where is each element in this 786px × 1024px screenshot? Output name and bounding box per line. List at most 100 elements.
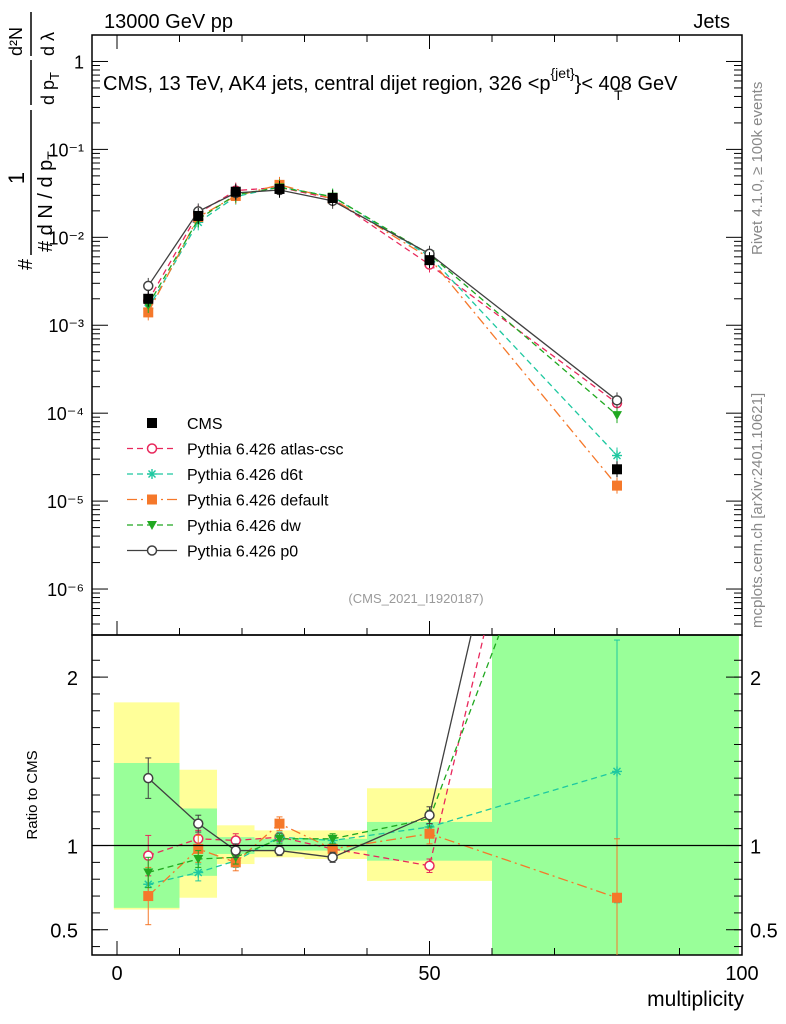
ratio-series-pythia-6-426-p0 (143, 635, 472, 863)
main-axis-ticks: 1 10⁻¹ 10⁻² 10⁻³ 10⁻⁴ 10⁻⁵ 10⁻⁶ (47, 34, 743, 636)
main-series-group (143, 176, 623, 494)
ratio-point-pythia-6-426-dw-3 (274, 834, 285, 844)
ratio-point-pythia-6-426-d6t-1 (193, 867, 204, 878)
point-cms-3 (274, 183, 285, 194)
ratio-ytick-label-right-0: 0.5 (750, 921, 778, 943)
point-cms-2 (230, 186, 241, 197)
analysis-watermark: (CMS_2021_I1920187) (348, 591, 483, 606)
legend-marker-pythia-6-426-dw (147, 521, 157, 530)
ratio-point-pythia-6-426-default-5 (424, 828, 435, 839)
chart-title-subscript: T (614, 87, 623, 103)
main-ytick-label-5: 10⁻⁵ (47, 492, 84, 512)
point-cms-5 (424, 255, 435, 266)
legend-item-pythia-6-426-default: Pythia 6.426 default (127, 493, 329, 510)
legend-label-pythia-6-426-p0: Pythia 6.426 p0 (187, 544, 298, 561)
point-pythia-6-426-p0-6 (611, 395, 623, 406)
ratio-point-pythia-6-426-p0-4 (327, 852, 338, 863)
series-pythia-6-426-dw (143, 179, 622, 424)
category-label: Jets (693, 11, 730, 33)
ratio-point-pythia-6-426-p0-2 (230, 845, 241, 856)
legend-item-pythia-6-426-p0: Pythia 6.426 p0 (127, 544, 298, 561)
rivet-version-label: Rivet 4.1.0, ≥ 100k events (749, 82, 766, 255)
legend-marker-pythia-6-426-p0 (146, 545, 158, 556)
point-cms-0 (143, 293, 154, 304)
ylabel-hash-2: # (0, 95, 4, 105)
ratio-point-pythia-6-426-p0-5 (424, 809, 435, 821)
energy-label: 13000 GeV pp (104, 11, 233, 33)
legend-marker-cms (147, 418, 157, 428)
legend-label-pythia-6-426-default: Pythia 6.426 default (187, 493, 329, 510)
ratio-ytick-label-0: 0.5 (50, 921, 78, 943)
series-pythia-6-426-atlas-csc (143, 179, 623, 412)
chart-title: CMS, 13 TeV, AK4 jets, central dijet reg… (103, 65, 678, 103)
green-band-3 (254, 838, 305, 851)
ratio-point-pythia-6-426-dw-1 (193, 855, 204, 864)
ratio-point-pythia-6-426-p0-0 (143, 772, 154, 784)
point-cms-1 (193, 210, 204, 221)
x-axis-label: multiplicity (647, 988, 744, 1011)
ratio-series-group (143, 635, 622, 955)
ratio-ytick-label-right-2: 2 (750, 668, 761, 690)
legend-label-pythia-6-426-dw: Pythia 6.426 dw (187, 518, 301, 535)
main-ytick-label-2: 10⁻² (48, 228, 84, 248)
ratio-point-pythia-6-426-p0-3 (274, 845, 285, 856)
ratio-point-pythia-6-426-default-1 (193, 843, 204, 854)
chart-title-text: CMS, 13 TeV, AK4 jets, central dijet reg… (103, 65, 678, 95)
main-ytick-label-0: 1 (74, 52, 84, 72)
ratio-ytick-label-2: 2 (67, 668, 78, 690)
main-y-axis-label: # 1 # d N / d pT # d pT d²N d λ (0, 12, 62, 270)
point-pythia-6-426-dw-6 (612, 411, 622, 421)
ratio-axis-ticks: 0.5 0.5 1 1 2 2 0 50 100 (50, 659, 778, 985)
ratio-y-axis-label: Ratio to CMS (24, 750, 41, 839)
ratio-xtick-label-1: 50 (418, 963, 440, 985)
ratio-point-pythia-6-426-default-0 (143, 891, 154, 902)
legend-item-cms: CMS (147, 416, 223, 433)
point-pythia-6-426-d6t-6 (612, 450, 622, 461)
point-cms-6 (612, 464, 622, 475)
legend-marker-pythia-6-426-atlas-csc (146, 443, 158, 454)
series-line-pythia-6-426-dw (147, 186, 618, 416)
legend-item-pythia-6-426-dw: Pythia 6.426 dw (127, 518, 301, 535)
ratio-point-pythia-6-426-default-4 (327, 843, 338, 854)
ratio-point-pythia-6-426-atlas-csc-5 (424, 860, 435, 871)
mcplots-label: mcplots.cern.ch [arXiv:2401.10621] (749, 393, 766, 628)
point-pythia-6-426-p0-0 (143, 280, 154, 292)
series-pythia-6-426-p0 (143, 182, 623, 409)
ratio-point-pythia-6-426-dw-0 (143, 868, 154, 878)
series-line-pythia-6-426-default (147, 184, 618, 487)
series-line-pythia-6-426-atlas-csc (147, 186, 618, 404)
ratio-point-pythia-6-426-dw-4 (327, 834, 338, 844)
ratio-point-pythia-6-426-p0-1 (193, 818, 204, 829)
uncertainty-bands (113, 635, 739, 955)
legend-item-pythia-6-426-atlas-csc: Pythia 6.426 atlas-csc (127, 442, 344, 459)
series-cms (143, 180, 622, 478)
ratio-xtick-label-2: 100 (725, 963, 758, 985)
legend-label-cms: CMS (187, 416, 223, 433)
ylabel-one: 1 (4, 172, 29, 184)
series-line-pythia-6-426-p0 (147, 189, 618, 401)
main-ytick-label-6: 10⁻⁶ (47, 580, 84, 600)
green-band-6 (492, 635, 739, 955)
point-pythia-6-426-default-6 (612, 480, 622, 491)
ylabel-dp: d pT (38, 72, 62, 105)
legend-label-pythia-6-426-d6t: Pythia 6.426 d6t (187, 467, 303, 484)
legend-label-pythia-6-426-atlas-csc: Pythia 6.426 atlas-csc (187, 442, 344, 459)
ylabel-denominator: # d N / d pT (35, 151, 60, 252)
ratio-point-pythia-6-426-d6t-6 (612, 766, 622, 777)
ylabel-dlambda: d λ (38, 32, 58, 56)
ratio-xtick-label-0: 0 (111, 963, 122, 985)
legend-item-pythia-6-426-d6t: Pythia 6.426 d6t (127, 467, 303, 484)
legend-marker-pythia-6-426-default (147, 494, 157, 505)
ratio-ytick-label-1: 1 (67, 837, 78, 859)
point-cms-4 (327, 193, 338, 204)
ylabel-hash: # (15, 258, 37, 270)
main-ytick-label-1: 10⁻¹ (48, 140, 84, 160)
main-ytick-label-4: 10⁻⁴ (47, 404, 84, 424)
ratio-ytick-label-right-1: 1 (750, 837, 761, 859)
main-ytick-label-3: 10⁻³ (48, 316, 84, 336)
legend: CMS Pythia 6.426 atlas-csc Pythia 6.426 d6… (127, 416, 344, 561)
legend-marker-pythia-6-426-d6t (147, 469, 157, 479)
ratio-point-pythia-6-426-default-3 (274, 818, 285, 829)
ylabel-d2n: d²N (6, 27, 26, 56)
